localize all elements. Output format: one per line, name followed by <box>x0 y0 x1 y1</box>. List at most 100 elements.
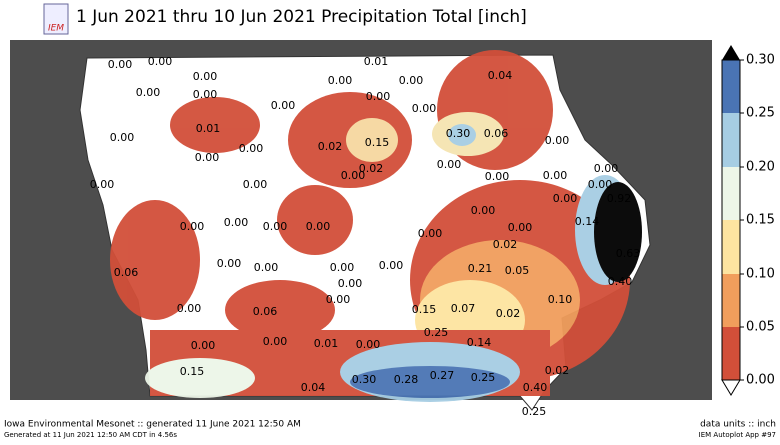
colorbar-tick-label: 0.10 <box>746 267 775 282</box>
colorbar-band <box>722 327 740 380</box>
colorbar-tick-label: 0.20 <box>746 160 775 175</box>
station-value: 0.00 <box>588 178 613 191</box>
station-value: 0.06 <box>114 266 139 279</box>
station-value: 0.02 <box>359 162 384 175</box>
contour <box>350 366 510 398</box>
colorbar-tick-label: 0.15 <box>746 213 775 228</box>
station-value: 0.00 <box>412 102 437 115</box>
station-value: 0.30 <box>352 373 377 386</box>
map-title: 1 Jun 2021 thru 10 Jun 2021 Precipitatio… <box>76 7 527 27</box>
station-value: 0.00 <box>148 55 173 68</box>
contour <box>225 280 335 340</box>
colorbar-band <box>722 113 740 167</box>
colorbar-extend <box>721 379 741 396</box>
colorbar <box>721 45 741 396</box>
station-value: 0.00 <box>437 158 462 171</box>
station-value: 0.40 <box>608 275 633 288</box>
station-value: 0.00 <box>193 88 218 101</box>
station-value: 0.00 <box>90 178 115 191</box>
station-value: 0.00 <box>543 169 568 182</box>
station-value: 0.00 <box>254 261 279 274</box>
station-value: 0.00 <box>326 293 351 306</box>
station-value: 0.00 <box>217 257 242 270</box>
station-value: 0.00 <box>306 220 331 233</box>
station-value: 0.15 <box>365 136 390 149</box>
station-value: 0.05 <box>505 264 530 277</box>
station-value: 0.02 <box>318 140 343 153</box>
footer-text: data units :: inch <box>700 420 776 430</box>
station-value: 0.01 <box>364 55 389 68</box>
station-value: 0.00 <box>328 74 353 87</box>
contour <box>346 118 398 162</box>
station-value: 0.00 <box>177 302 202 315</box>
station-value: 0.00 <box>239 142 264 155</box>
station-value: 0.00 <box>379 259 404 272</box>
station-value: 0.00 <box>338 277 363 290</box>
station-value: 0.00 <box>271 99 296 112</box>
station-value: 0.04 <box>301 381 326 394</box>
station-value: 0.25 <box>471 371 496 384</box>
station-value: 0.00 <box>330 261 355 274</box>
station-value: 0.30 <box>446 127 471 140</box>
colorbar-tick-label: 0.05 <box>746 320 775 335</box>
station-value: 0.01 <box>196 122 221 135</box>
logo-box <box>43 3 69 35</box>
station-value: 0.25 <box>522 405 547 418</box>
station-value: 0.00 <box>136 86 161 99</box>
station-value: 0.00 <box>508 221 533 234</box>
station-value: 0.00 <box>341 169 366 182</box>
station-value: 0.00 <box>594 162 619 175</box>
station-value: 0.00 <box>263 335 288 348</box>
contour <box>448 124 476 146</box>
colorbar-tick-label: 0.00 <box>746 373 775 388</box>
station-value: 0.02 <box>493 238 518 251</box>
station-value: 0.14 <box>467 336 492 349</box>
colorbar-band <box>722 167 740 220</box>
station-value: 0.01 <box>314 337 339 350</box>
station-value: 0.00 <box>243 178 268 191</box>
station-value: 0.02 <box>545 364 570 377</box>
station-value: 0.21 <box>468 262 493 275</box>
logo-text: IEM <box>48 24 64 34</box>
colorbar-band <box>722 220 740 274</box>
station-value: 0.27 <box>430 369 455 382</box>
station-value: 0.07 <box>451 302 476 315</box>
station-value: 0.92 <box>607 192 632 205</box>
station-value: 0.00 <box>263 220 288 233</box>
contour <box>170 97 260 153</box>
station-value: 0.40 <box>523 381 548 394</box>
station-value: 0.00 <box>224 216 249 229</box>
station-value: 0.15 <box>180 365 205 378</box>
station-value: 0.00 <box>356 338 381 351</box>
station-value: 0.00 <box>553 192 578 205</box>
station-value: 0.14 <box>575 215 600 228</box>
station-value: 0.00 <box>485 170 510 183</box>
colorbar-extend <box>722 45 740 60</box>
station-value: 0.00 <box>191 339 216 352</box>
footer-text: Iowa Environmental Mesonet :: generated … <box>4 420 301 430</box>
colorbar-band <box>722 274 740 327</box>
colorbar-band <box>722 60 740 113</box>
station-value: 0.10 <box>548 293 573 306</box>
contour <box>594 182 642 282</box>
footer-text: Generated at 11 Jun 2021 12:50 AM CDT in… <box>4 431 177 439</box>
station-value: 0.00 <box>471 204 496 217</box>
station-value: 0.25 <box>424 326 449 339</box>
station-value: 0.02 <box>496 307 521 320</box>
station-value: 0.06 <box>484 127 509 140</box>
contour <box>145 358 255 398</box>
station-value: 0.00 <box>545 134 570 147</box>
contour <box>277 185 353 255</box>
station-value: 0.28 <box>394 373 419 386</box>
station-value: 0.04 <box>488 69 513 82</box>
colorbar-tick-label: 0.25 <box>746 106 775 121</box>
station-value: 0.00 <box>180 220 205 233</box>
station-value: 0.00 <box>399 74 424 87</box>
station-value: 0.63 <box>616 247 641 260</box>
station-value: 0.06 <box>253 305 278 318</box>
station-value: 0.00 <box>193 70 218 83</box>
station-value: 0.00 <box>110 131 135 144</box>
colorbar-tick-label: 0.30 <box>746 53 775 68</box>
footer-text: IEM Autoplot App #97 <box>699 431 776 439</box>
